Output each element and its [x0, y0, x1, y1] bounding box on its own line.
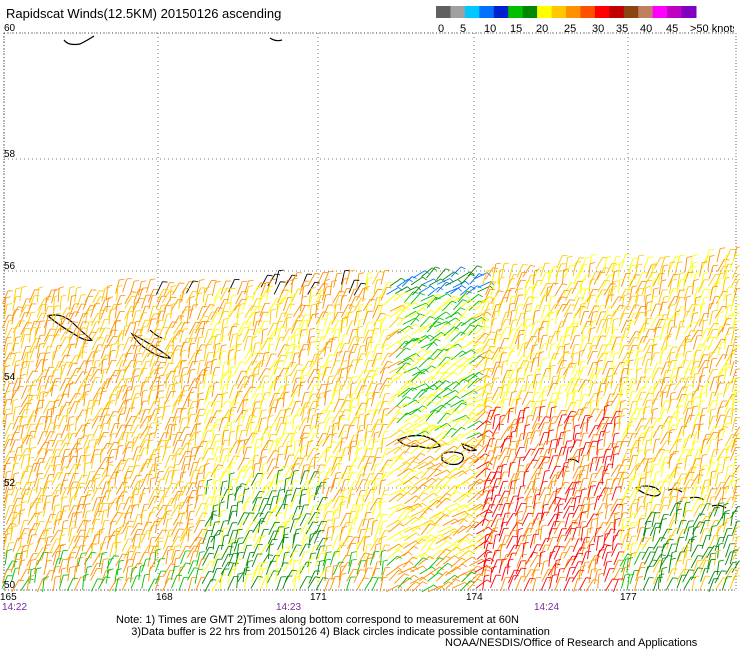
- legend-swatch: [580, 6, 596, 18]
- legend-swatch: [594, 6, 610, 18]
- legend-label: 30: [592, 23, 604, 34]
- map-title: Rapidscat Winds(12.5KM) 20150126 ascendi…: [6, 6, 282, 21]
- lat-label: 60: [4, 23, 16, 34]
- legend-label: 45: [666, 23, 678, 34]
- notes: Note: 1) Times are GMT 2)Times along bot…: [116, 614, 550, 638]
- legend-swatch: [508, 6, 524, 18]
- legend-swatch: [652, 6, 668, 18]
- lat-label: 58: [4, 149, 16, 160]
- legend-swatch: [667, 6, 683, 18]
- lat-label: 52: [4, 478, 16, 489]
- legend-swatch: [681, 6, 697, 18]
- time-label: 14:23: [276, 602, 301, 612]
- lat-label: 56: [4, 261, 16, 272]
- legend-swatch: [450, 6, 466, 18]
- legend-label: 20: [536, 23, 548, 34]
- lon-label: 174: [466, 592, 483, 603]
- time-label: 14:22: [2, 602, 27, 612]
- legend-swatch: [566, 6, 581, 18]
- wind-speed-legend: 0 5 10 15 20 25 30 35 40 45 >50 knots: [436, 6, 734, 34]
- legend-label: 0: [438, 23, 444, 34]
- credit: NOAA/NESDIS/Office of Research and Appli…: [445, 637, 698, 649]
- legend-label: 35: [616, 23, 628, 34]
- time-label: 14:24: [534, 602, 559, 612]
- legend-swatch: [623, 6, 639, 18]
- legend-swatch: [522, 6, 538, 18]
- legend-swatch: [537, 6, 553, 18]
- lon-label: 168: [156, 592, 173, 603]
- legend-label: 5: [460, 23, 466, 34]
- legend-swatch: [464, 6, 480, 18]
- legend-label: 10: [484, 23, 496, 34]
- legend-label: 15: [510, 23, 522, 34]
- legend-swatch: [638, 6, 654, 18]
- notes-line-2: 3)Data buffer is 22 hrs from 20150126 4)…: [131, 626, 550, 638]
- legend-swatch: [493, 6, 509, 18]
- notes-line-1: Note: 1) Times are GMT 2)Times along bot…: [116, 614, 519, 626]
- legend-swatch: [479, 6, 495, 18]
- lon-label: 165: [0, 592, 17, 603]
- legend-swatch: [436, 6, 451, 18]
- wind-barbs: [1, 246, 740, 593]
- lat-label: 50: [4, 580, 16, 591]
- legend-swatch: [551, 6, 567, 18]
- legend-label: 25: [564, 23, 576, 34]
- lon-label: 177: [620, 592, 637, 603]
- lat-label: 54: [4, 372, 16, 383]
- lon-label: 171: [310, 592, 327, 603]
- legend-swatch: [609, 6, 625, 18]
- legend-label: >50 knots: [690, 23, 734, 34]
- legend-label: 40: [640, 23, 652, 34]
